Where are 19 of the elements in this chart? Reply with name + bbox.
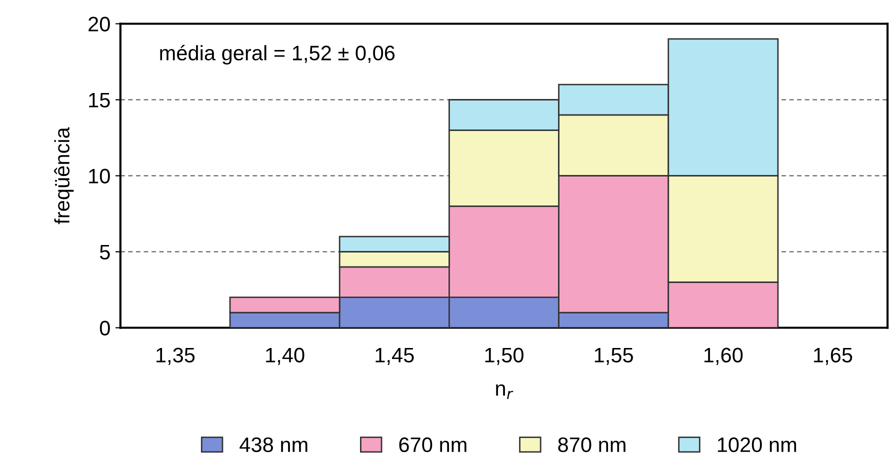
- x-tick-label: 1,35: [156, 348, 195, 365]
- legend-label: 1020 nm: [718, 437, 796, 452]
- legend-label: 870 nm: [558, 437, 626, 452]
- y-tick-label: 0: [100, 320, 110, 336]
- x-tick-label: 1,40: [266, 348, 304, 365]
- x-axis-title: n$_{r}$: [496, 384, 514, 399]
- legend-label: 438 nm: [240, 437, 308, 452]
- legend-label: 670 nm: [399, 437, 466, 452]
- y-axis-title: freqüência: [54, 127, 74, 224]
- x-tick-label: 1,55: [594, 348, 633, 365]
- x-tick-label: 1,60: [704, 348, 743, 365]
- y-tick-label: 10: [89, 168, 110, 184]
- x-tick-label: 1,45: [376, 348, 414, 365]
- y-tick-label: 5: [100, 244, 110, 260]
- annotation: média geral = 1,52 ± 0,06: [160, 44, 395, 65]
- x-tick-label: 1,50: [485, 348, 524, 365]
- x-tick-label: 1,65: [814, 348, 852, 365]
- y-tick-label: 20: [88, 16, 110, 32]
- y-tick-label: 15: [89, 92, 110, 108]
